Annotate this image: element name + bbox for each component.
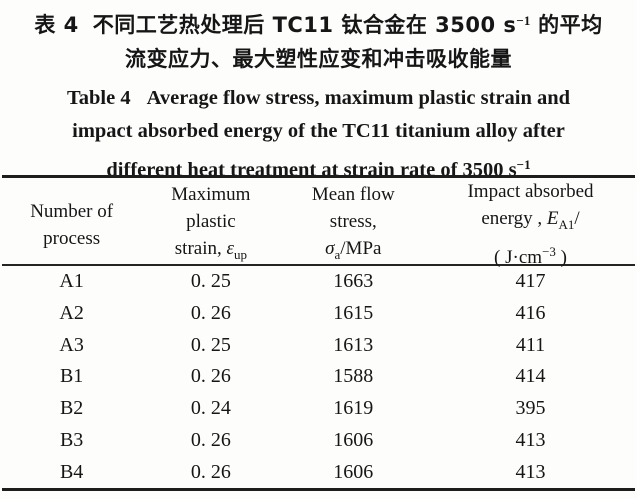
- cell-energy: 413: [515, 428, 546, 451]
- cell-process: A2: [59, 302, 84, 325]
- epsilon-symbol: ε: [226, 238, 234, 259]
- cell-energy: 417: [515, 270, 546, 293]
- table-row: A1 0. 25 1663 417: [2, 266, 635, 298]
- data-table: Number of process Maximum plastic strain…: [2, 175, 635, 491]
- caption-zh-line1-tail: 的平均: [530, 13, 603, 37]
- superscript-minus1: −1: [516, 157, 531, 172]
- energy-symbol: E: [546, 208, 559, 229]
- cell-energy: 416: [515, 302, 546, 325]
- column-header-impact-absorbed-energy: Impact absorbed energy , EA1/ ( J·cm−3 ): [467, 181, 594, 268]
- cell-process: A1: [59, 270, 84, 293]
- cell-stress: 1613: [333, 333, 374, 356]
- caption-en-line1-text: Average flow stress, maximum plastic str…: [146, 87, 571, 109]
- cell-stress: 1606: [333, 428, 374, 451]
- cell-process: A3: [59, 333, 84, 356]
- table-row: B3 0. 26 1606 413: [2, 425, 635, 457]
- table-caption-en: Table 4 Average flow stress, maximum plas…: [0, 82, 637, 187]
- table-caption-en-line2: impact absorbed energy of the TC11 titan…: [72, 120, 565, 142]
- table-header-row: Number of process Maximum plastic strain…: [2, 178, 635, 268]
- table-caption-zh: 表 4 不同工艺热处理后 TC11 钛合金在 3500 s−1 的平均 流变应力、…: [0, 0, 637, 76]
- table-caption-zh-line1: 表 4 不同工艺热处理后 TC11 钛合金在 3500 s−1 的平均: [0, 4, 637, 42]
- column-header-max-plastic-strain: Maximum plastic strain, εup: [171, 184, 251, 262]
- cell-stress: 1615: [333, 302, 374, 325]
- cell-process: B3: [59, 428, 84, 451]
- cell-stress: 1619: [333, 397, 374, 420]
- table-row: B1 0. 26 1588 414: [2, 361, 635, 393]
- cell-stress: 1606: [333, 460, 374, 483]
- cell-strain: 0. 25: [190, 333, 231, 356]
- column-header-mean-flow-stress: Mean flow stress, σa/MPa: [311, 184, 395, 262]
- table-caption-en-line1: Table 4 Average flow stress, maximum plas…: [0, 82, 637, 115]
- table-number-en: Table 4: [66, 87, 131, 109]
- cell-process: B1: [59, 365, 84, 388]
- table-row: B4 0. 26 1606 413: [2, 456, 635, 488]
- cell-energy: 414: [515, 365, 546, 388]
- table-body: A1 0. 25 1663 417 A2 0. 26 1615 416 A3 0…: [2, 266, 635, 488]
- cell-strain: 0. 26: [190, 428, 231, 451]
- cell-strain: 0. 26: [190, 365, 231, 388]
- cell-energy: 395: [515, 397, 546, 420]
- column-header-number-of-process: Number of process: [30, 200, 114, 249]
- cell-process: B4: [59, 460, 84, 483]
- table-row: A3 0. 25 1613 411: [2, 329, 635, 361]
- table-row: A2 0. 26 1615 416: [2, 298, 635, 330]
- cell-strain: 0. 24: [190, 397, 231, 420]
- table-number-zh: 表 4: [34, 13, 79, 37]
- cell-energy: 411: [515, 333, 546, 356]
- caption-zh-line1-text: 不同工艺热处理后 TC11 钛合金在 3500 s: [92, 13, 517, 37]
- table-row: B2 0. 24 1619 395: [2, 393, 635, 425]
- sigma-symbol: σ: [325, 238, 335, 259]
- cell-stress: 1588: [333, 365, 374, 388]
- table-caption-zh-line2: 流变应力、最大塑性应变和冲击吸收能量: [125, 47, 512, 71]
- cell-process: B2: [59, 397, 84, 420]
- cell-stress: 1663: [333, 270, 374, 293]
- cell-energy: 413: [515, 460, 546, 483]
- superscript-minus1: −1: [516, 13, 531, 28]
- cell-strain: 0. 26: [190, 302, 231, 325]
- cell-strain: 0. 25: [190, 270, 231, 293]
- cell-strain: 0. 26: [190, 460, 231, 483]
